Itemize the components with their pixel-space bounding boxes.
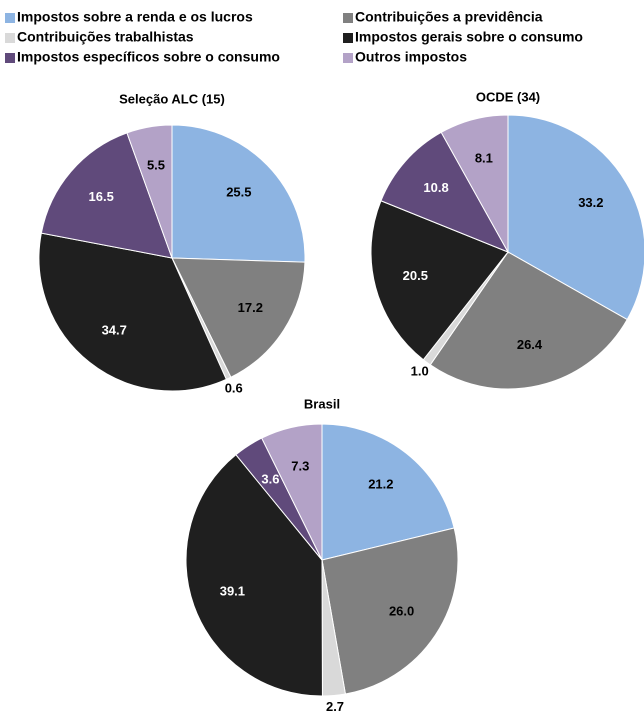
data-label: 21.2 [368, 477, 393, 492]
legend-swatch [5, 13, 15, 23]
legend-label: Impostos específicos sobre o consumo [17, 49, 280, 65]
data-label: 2.7 [326, 699, 344, 713]
legend-label: Impostos sobre a renda e os lucros [17, 9, 253, 25]
pie-slice [380, 131, 510, 253]
data-label: 17.2 [238, 300, 263, 315]
pie-slice [507, 114, 644, 321]
data-label: 16.5 [89, 189, 114, 204]
data-label: 8.1 [475, 151, 493, 166]
data-label: 5.5 [147, 158, 165, 173]
data-label: 26.0 [389, 604, 414, 619]
pie-slice [38, 232, 228, 392]
legend-label: Contribuições a previdência [355, 9, 543, 25]
legend-label: Impostos gerais sobre o consumo [355, 29, 583, 45]
pie-slice [321, 423, 455, 561]
data-label: 3.6 [261, 471, 279, 486]
data-label: 34.7 [102, 322, 127, 337]
data-label: 0.6 [225, 381, 243, 396]
pie-slice [321, 527, 459, 695]
legend-label: Outros impostos [355, 49, 467, 65]
data-label: 20.5 [403, 268, 428, 283]
pie-slice [440, 114, 509, 254]
chart-title: Brasil [304, 396, 340, 411]
data-label: 33.2 [578, 195, 603, 210]
legend-swatch [343, 33, 353, 43]
pie-slice [171, 257, 306, 378]
chart-title: OCDE (34) [476, 89, 540, 104]
data-label: 7.3 [291, 459, 309, 474]
data-label: 26.4 [517, 337, 543, 352]
pie-slice [429, 251, 628, 390]
pie-slice [261, 423, 323, 561]
pie-slice [370, 200, 509, 361]
pie-slice [126, 124, 173, 259]
legend-swatch [5, 33, 15, 43]
pie-slice [185, 454, 323, 697]
data-label: 25.5 [226, 185, 251, 200]
legend-swatch [5, 53, 15, 63]
data-label: 39.1 [220, 584, 245, 599]
pie-slice [171, 124, 306, 263]
legend-swatch [343, 53, 353, 63]
pie-slice [40, 132, 173, 259]
data-label: 1.0 [411, 363, 429, 378]
data-label: 10.8 [423, 180, 448, 195]
legend-label: Contribuições trabalhistas [17, 29, 194, 45]
legend-swatch [343, 13, 353, 23]
chart-title: Seleção ALC (15) [119, 91, 225, 106]
